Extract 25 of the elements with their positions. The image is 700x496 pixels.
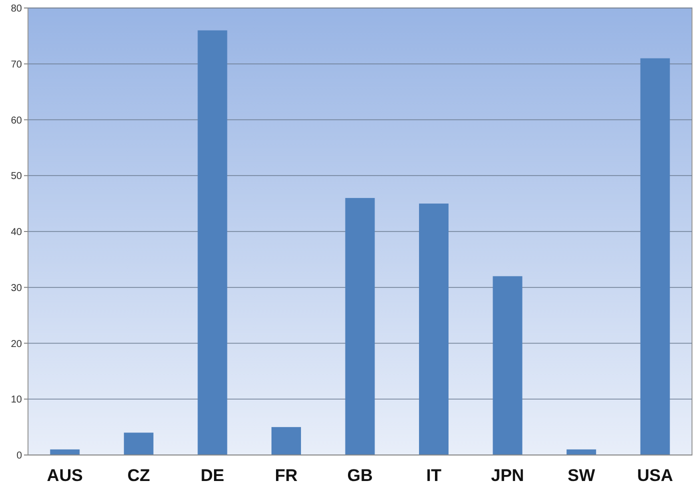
x-tick-label: DE <box>200 466 224 485</box>
x-tick-label: CZ <box>127 466 150 485</box>
y-tick-label: 60 <box>10 115 22 126</box>
x-tick-label: IT <box>426 466 442 485</box>
bar <box>640 58 670 455</box>
bar <box>419 204 449 455</box>
bar <box>492 276 522 455</box>
x-tick-label: GB <box>347 466 373 485</box>
y-tick-label: 40 <box>10 227 22 238</box>
y-tick-label: 50 <box>10 171 22 182</box>
x-tick-label: FR <box>274 466 298 485</box>
y-tick-label: 70 <box>10 59 22 70</box>
bar <box>345 198 375 455</box>
y-tick-label: 10 <box>10 394 22 406</box>
x-tick-label: JPN <box>491 466 524 485</box>
bar <box>271 427 301 455</box>
x-tick-label: AUS <box>46 466 83 485</box>
y-tick-label: 20 <box>10 338 22 350</box>
bar <box>124 432 154 455</box>
y-tick-label: 0 <box>16 450 22 462</box>
x-tick-label: USA <box>637 466 674 485</box>
y-tick-label: 30 <box>10 282 22 294</box>
x-tick-label: SW <box>568 466 596 485</box>
y-tick-label: 80 <box>10 4 22 14</box>
bar <box>198 30 228 455</box>
